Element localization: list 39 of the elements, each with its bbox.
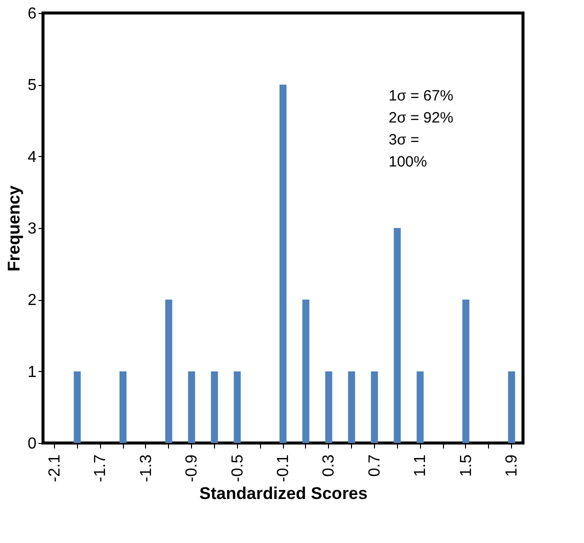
bar [234, 371, 241, 443]
bar [325, 371, 332, 443]
y-tick-label: 3 [28, 220, 37, 238]
y-tick-label: 1 [28, 364, 37, 381]
y-axis-title: Frequency [4, 184, 24, 272]
x-tick-label: -2.1 [46, 454, 64, 482]
bar [394, 228, 401, 443]
annotation: 2σ = 92% [388, 110, 454, 126]
bar [508, 371, 516, 443]
x-tick-label: 1.9 [504, 454, 521, 477]
x-tick-label: 0.3 [320, 454, 338, 477]
y-tick-label: 5 [28, 77, 37, 94]
y-tick-label: 4 [28, 148, 37, 166]
x-tick-label: -0.9 [184, 454, 201, 482]
y-tick-label: 0 [28, 436, 37, 452]
x-tick-label: -1.3 [138, 454, 155, 482]
x-tick-label: 1.1 [412, 454, 430, 477]
x-tick-label: 0.7 [366, 454, 384, 477]
y-tick-label: 6 [28, 6, 37, 22]
x-tick-label: -0.1 [275, 454, 292, 482]
bar [210, 371, 218, 443]
bar [370, 371, 378, 443]
bar [120, 371, 126, 443]
annotation: 100% [388, 154, 427, 170]
x-tick-label: -0.5 [229, 454, 246, 482]
bar [348, 371, 356, 443]
bar [416, 371, 424, 443]
x-tick-label: -1.7 [92, 454, 110, 482]
y-tick-label: 2 [28, 292, 37, 310]
bar [74, 371, 81, 443]
annotation: 1σ = 67% [388, 88, 454, 104]
bar [280, 84, 286, 443]
x-axis-title: Standardized Scores [199, 484, 368, 504]
bar [165, 300, 172, 443]
bar [302, 300, 310, 443]
annotation: 3σ = [388, 132, 420, 148]
bar [188, 371, 196, 443]
bar [462, 300, 470, 443]
x-tick-label: 1.5 [458, 454, 475, 477]
